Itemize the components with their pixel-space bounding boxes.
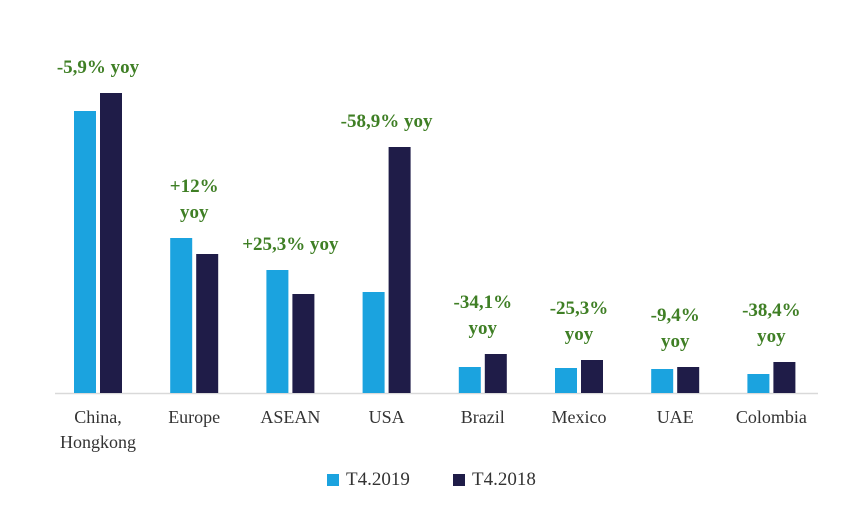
bar: [292, 294, 315, 393]
category-label: China, Hongkong: [60, 407, 136, 452]
bar: [773, 362, 796, 393]
legend-label: T4.2018: [472, 469, 536, 490]
bar: [266, 270, 289, 393]
bar: [458, 367, 481, 393]
annotation: -25,3% yoy: [549, 298, 609, 345]
annotation: -9,4% yoy: [650, 305, 700, 352]
annotation: +25,3% yoy: [242, 234, 339, 255]
category-label: Mexico: [551, 407, 607, 427]
legend-swatch: [327, 474, 339, 486]
annotation: +12% yoy: [169, 176, 219, 223]
bar: [196, 254, 219, 393]
category-label: UAE: [656, 407, 694, 427]
category-label: Brazil: [460, 407, 505, 427]
bar: [170, 238, 193, 393]
annotation: -38,4% yoy: [742, 300, 801, 347]
bar: [362, 292, 385, 393]
bar: [651, 369, 674, 393]
bar: [555, 368, 577, 393]
bar: [484, 354, 507, 393]
annotation: -5,9% yoy: [56, 57, 140, 78]
bar: [74, 111, 96, 393]
bar: [581, 360, 603, 393]
bar: [747, 374, 770, 393]
bar: [100, 93, 122, 393]
category-label: ASEAN: [260, 407, 321, 427]
annotation: -58,9% yoy: [340, 111, 433, 132]
legend-label: T4.2019: [346, 469, 410, 490]
category-label: USA: [368, 407, 405, 427]
bar: [388, 147, 411, 393]
legend-swatch: [453, 474, 465, 486]
bar: [677, 367, 700, 393]
annotation: -34,1% yoy: [453, 292, 513, 339]
category-label: Europe: [168, 407, 221, 427]
category-label: Colombia: [735, 407, 807, 427]
